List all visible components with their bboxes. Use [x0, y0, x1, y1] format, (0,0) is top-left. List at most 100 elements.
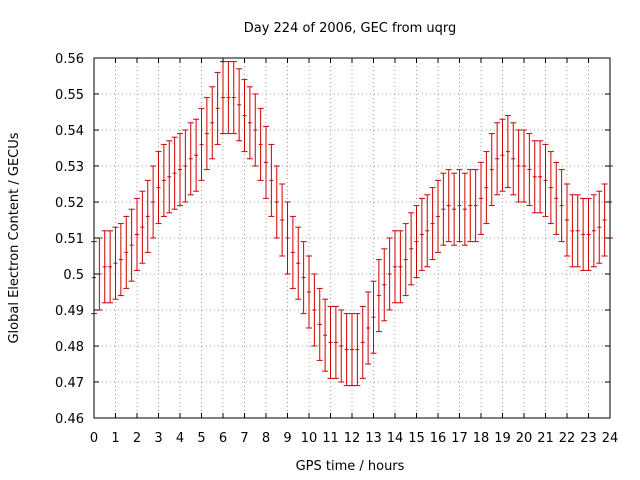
x-tick-label: 11	[322, 431, 339, 446]
error-bar-point	[193, 118, 200, 192]
error-bar-point	[144, 179, 151, 253]
x-tick-label: 3	[154, 431, 162, 446]
x-tick-label: 23	[580, 431, 597, 446]
y-tick-label: 0.55	[55, 88, 84, 103]
y-tick-label: 0.48	[55, 340, 84, 355]
error-bar-point	[284, 201, 291, 275]
error-bar-point	[263, 125, 269, 199]
data-series	[91, 61, 613, 387]
error-bar-point	[209, 86, 216, 160]
axis-ticks	[93, 57, 611, 419]
error-bar-point	[311, 273, 318, 347]
error-bar-point	[370, 280, 377, 354]
x-tick-label: 10	[301, 431, 318, 446]
x-tick-label: 9	[283, 431, 291, 446]
y-tick-label: 0.47	[55, 376, 84, 391]
error-bar-point	[478, 161, 484, 235]
chart-title: Day 224 of 2006, GEC from uqrg	[244, 21, 457, 36]
error-bar-point	[338, 309, 345, 383]
error-bar-point	[537, 140, 544, 214]
error-bar-point	[246, 86, 253, 160]
y-tick-label: 0.5	[63, 268, 84, 283]
error-bar-point	[418, 197, 425, 271]
error-bar-point	[273, 165, 280, 239]
error-bar-point	[177, 133, 183, 207]
error-bar-point	[166, 140, 173, 214]
error-bar-point	[386, 237, 393, 311]
error-bar-point	[316, 287, 323, 361]
x-tick-label: 0	[90, 431, 98, 446]
error-bar-point	[160, 143, 167, 217]
y-tick-label: 0.54	[55, 124, 84, 139]
x-tick-label: 24	[602, 431, 619, 446]
error-bar-point	[268, 143, 275, 217]
error-bar-point	[365, 291, 372, 365]
error-bar-point	[494, 122, 501, 196]
x-tick-label: 5	[197, 431, 205, 446]
error-bar-point	[526, 133, 533, 207]
error-bar-point	[553, 161, 560, 235]
x-tick-label: 12	[344, 431, 361, 446]
error-bar-point	[440, 172, 447, 246]
x-tick-label: 7	[240, 431, 248, 446]
error-bar-point	[499, 118, 506, 192]
error-bar-point	[359, 305, 366, 379]
y-axis-title: Global Electron Content / GECUs	[7, 132, 22, 343]
error-bar-point	[220, 61, 226, 135]
error-bar-point	[150, 165, 157, 239]
error-bar-point	[123, 215, 130, 289]
x-tick-label: 17	[451, 431, 468, 446]
error-bar-point	[241, 79, 248, 153]
error-bar-point	[381, 248, 388, 322]
y-tick-label: 0.51	[55, 232, 84, 247]
error-bar-point	[397, 230, 404, 304]
error-bar-point	[107, 230, 114, 304]
error-bar-point	[542, 143, 549, 217]
error-bar-point	[230, 61, 237, 135]
error-bar-point	[483, 151, 490, 225]
error-bar-point	[590, 194, 597, 268]
error-bar-point	[564, 183, 570, 257]
error-bar-point	[408, 212, 415, 286]
error-bar-point	[429, 187, 436, 261]
error-bar-point	[375, 259, 382, 333]
error-bar-point	[327, 305, 334, 379]
x-tick-label: 21	[537, 431, 554, 446]
x-tick-label: 20	[516, 431, 533, 446]
x-axis-title: GPS time / hours	[296, 459, 405, 474]
error-bar-point	[300, 241, 307, 315]
error-bar-point	[488, 133, 495, 207]
x-tick-label: 22	[559, 431, 576, 446]
x-tick-label: 2	[133, 431, 141, 446]
y-tick-label: 0.49	[55, 304, 84, 319]
x-tick-label: 19	[494, 431, 511, 446]
error-bar-point	[279, 183, 286, 257]
x-tick-label: 6	[219, 431, 227, 446]
error-bar-point	[521, 129, 527, 203]
error-bar-point	[435, 179, 441, 253]
error-bar-point	[392, 230, 398, 304]
y-tick-label: 0.52	[55, 196, 84, 211]
error-bar-point	[451, 172, 458, 246]
error-bar-point	[585, 197, 592, 271]
error-bar-point	[515, 129, 522, 203]
error-bar-point	[574, 194, 581, 268]
error-bar-point	[461, 172, 468, 246]
error-bar-point	[112, 226, 119, 300]
y-tick-label: 0.53	[55, 160, 84, 175]
error-bar-point	[558, 169, 565, 243]
error-bar-point	[187, 122, 194, 196]
y-tick-label: 0.46	[55, 412, 84, 427]
error-bar-point	[295, 226, 302, 300]
x-tick-label: 18	[473, 431, 490, 446]
error-bar-point	[596, 190, 603, 264]
error-bar-point	[402, 223, 409, 297]
error-bar-point	[117, 223, 124, 297]
error-bar-point	[128, 208, 135, 282]
error-bar-point	[155, 151, 162, 225]
error-bar-point	[134, 197, 140, 271]
error-bar-point	[332, 305, 339, 379]
error-bar-point	[198, 107, 205, 181]
y-tick-labels: 0.46 0.47 0.48 0.49 0.5 0.51 0.52 0.53 0.54 0.55 0…	[55, 52, 84, 427]
